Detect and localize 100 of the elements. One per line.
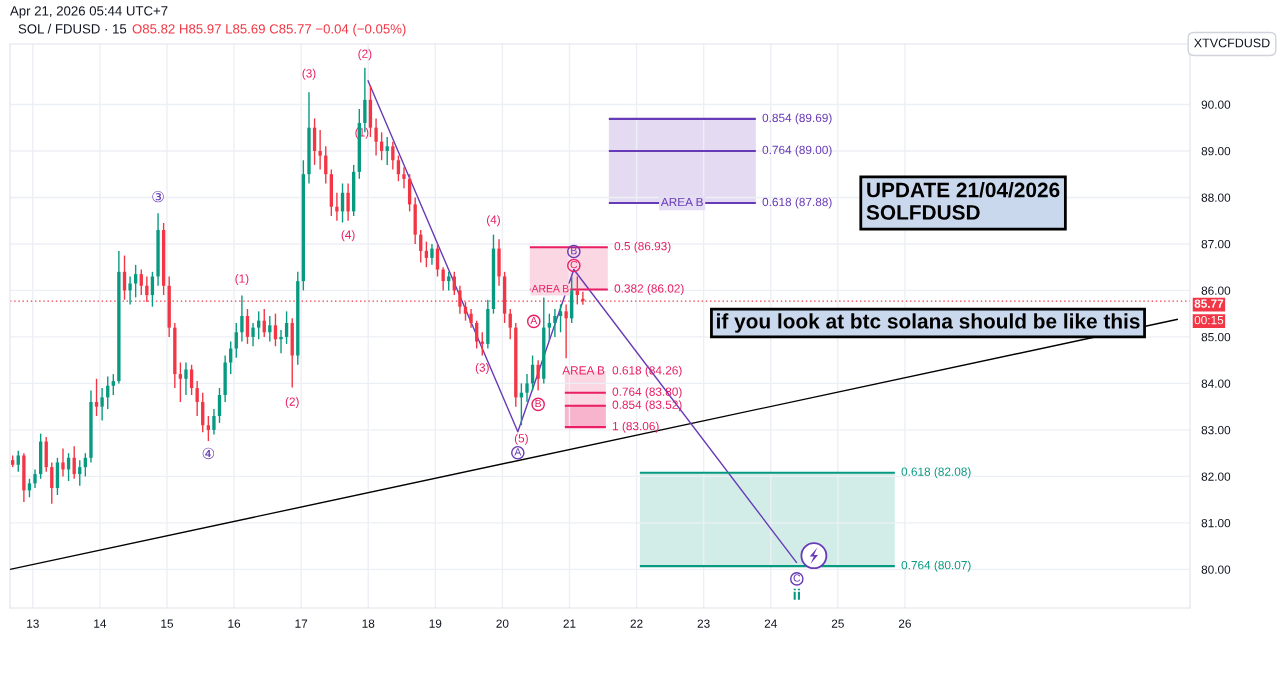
- candlestick: [441, 266, 445, 292]
- x-tick-label: 25: [831, 619, 844, 628]
- series-label: 0.764 (80.07): [901, 560, 971, 572]
- annotation: UPDATE 21/04/2026 SOLFDUSD: [866, 182, 1060, 220]
- x-tick-label: 20: [496, 619, 509, 628]
- candlestick: [335, 192, 339, 222]
- annotation: C: [570, 260, 578, 269]
- candlestick: [234, 322, 238, 359]
- annotation: (4): [486, 215, 500, 227]
- x-tick-label: 17: [295, 619, 308, 628]
- series-label: 0.618 (82.08): [901, 467, 971, 479]
- y-tick-label: 80.00: [1201, 565, 1231, 574]
- annotation: B: [571, 247, 577, 255]
- series-label: 0.5 (86.93): [614, 241, 671, 253]
- annotation: (5): [514, 433, 528, 445]
- y-tick-label: 90.00: [1201, 100, 1231, 109]
- y-tick-label: 87.00: [1201, 239, 1231, 249]
- candlestick: [139, 268, 143, 296]
- candlestick: [245, 308, 250, 345]
- candlestick: [257, 310, 261, 340]
- candlestick: [251, 322, 255, 347]
- candlestick: [27, 478, 32, 499]
- annotation: AREA B: [660, 197, 703, 207]
- annotation: (4): [341, 230, 355, 242]
- ref-line-label: 85.77: [1194, 299, 1224, 308]
- candlestick: [374, 117, 378, 157]
- y-tick-label: 89.00: [1201, 146, 1231, 156]
- candlestick: [553, 308, 557, 338]
- annotation: ④: [202, 447, 215, 460]
- candlestick: [178, 361, 183, 403]
- annotation: AREA B: [562, 366, 605, 375]
- series-label: 0.618 (87.88): [762, 197, 832, 209]
- candlestick: [346, 182, 350, 222]
- annotation: (2): [285, 397, 299, 409]
- x-tick-label: 15: [161, 619, 174, 628]
- x-tick-label: 16: [228, 619, 241, 628]
- y-tick-label: 82.00: [1201, 472, 1231, 481]
- series-label: 0.854 (89.69): [762, 113, 832, 125]
- y-tick-label: 85.00: [1201, 332, 1231, 342]
- candlestick: [268, 315, 272, 343]
- candlestick: [61, 447, 65, 478]
- x-tick-label: 13: [27, 619, 39, 628]
- candlestick: [150, 271, 155, 308]
- candlestick: [279, 329, 283, 354]
- candlestick: [435, 243, 440, 278]
- candlestick: [575, 275, 579, 306]
- candlestick: [128, 275, 132, 306]
- candlestick: [189, 364, 194, 396]
- x-tick-label: 22: [630, 619, 643, 628]
- y-tick-label: 86.00: [1201, 286, 1231, 295]
- text: Apr 21, 2026 05:44 UTC+7: [10, 6, 168, 19]
- candlestick: [547, 312, 552, 343]
- annotation: (3): [475, 363, 489, 375]
- x-tick-label: 19: [429, 619, 442, 628]
- candlestick: [16, 450, 20, 473]
- annotation: AREA B: [531, 285, 569, 293]
- chart-title: SOL / FDUSD · 15: [18, 23, 127, 34]
- series-label: 1 (83.06): [612, 421, 659, 433]
- annotation: (2): [358, 49, 372, 61]
- candlestick: [184, 361, 188, 396]
- x-tick-label: 18: [362, 619, 375, 628]
- annotation: (1): [235, 274, 249, 286]
- candlestick: [402, 166, 406, 189]
- candlestick: [447, 271, 451, 292]
- candlestick: [240, 294, 244, 343]
- candlestick: [50, 461, 54, 505]
- candlestick: [100, 387, 104, 422]
- candlestick: [33, 468, 37, 489]
- candlestick: [111, 373, 115, 396]
- candlestick: [430, 243, 434, 266]
- annotation: A: [530, 316, 538, 325]
- candlestick: [469, 308, 473, 329]
- annotation: if you look at btc solana should be like this: [717, 313, 1140, 333]
- candlestick: [558, 303, 563, 333]
- candlestick: [391, 140, 395, 171]
- y-tick-label: 88.00: [1201, 193, 1231, 202]
- x-tick-label: 26: [898, 619, 911, 628]
- y-tick-label: 83.00: [1201, 425, 1231, 435]
- annotation: (3): [302, 68, 316, 80]
- x-tick-label: 21: [563, 619, 576, 628]
- candlestick: [212, 408, 216, 436]
- candlestick: [195, 380, 199, 417]
- x-tick-label: 14: [94, 619, 107, 628]
- candlestick: [78, 459, 82, 487]
- y-tick-label: 84.00: [1201, 379, 1231, 388]
- series-label: 0.764 (89.00): [762, 145, 832, 157]
- text: O85.82 H85.97 L85.69 C85.77 −0.04 (−0.05%): [132, 23, 406, 37]
- annotation: B: [535, 399, 542, 408]
- annotation: ii: [793, 588, 800, 600]
- annotation: ③: [152, 190, 164, 203]
- text: XTVCFDUSD: [1194, 38, 1270, 48]
- candlestick: [525, 373, 529, 403]
- candlestick: [318, 129, 322, 171]
- candlestick: [94, 378, 99, 417]
- candlestick: [564, 303, 568, 360]
- candlestick: [385, 136, 389, 166]
- candlestick: [424, 240, 429, 268]
- y-tick-label: 81.00: [1201, 518, 1231, 528]
- x-tick-label: 24: [764, 619, 777, 628]
- candlestick: [536, 359, 540, 392]
